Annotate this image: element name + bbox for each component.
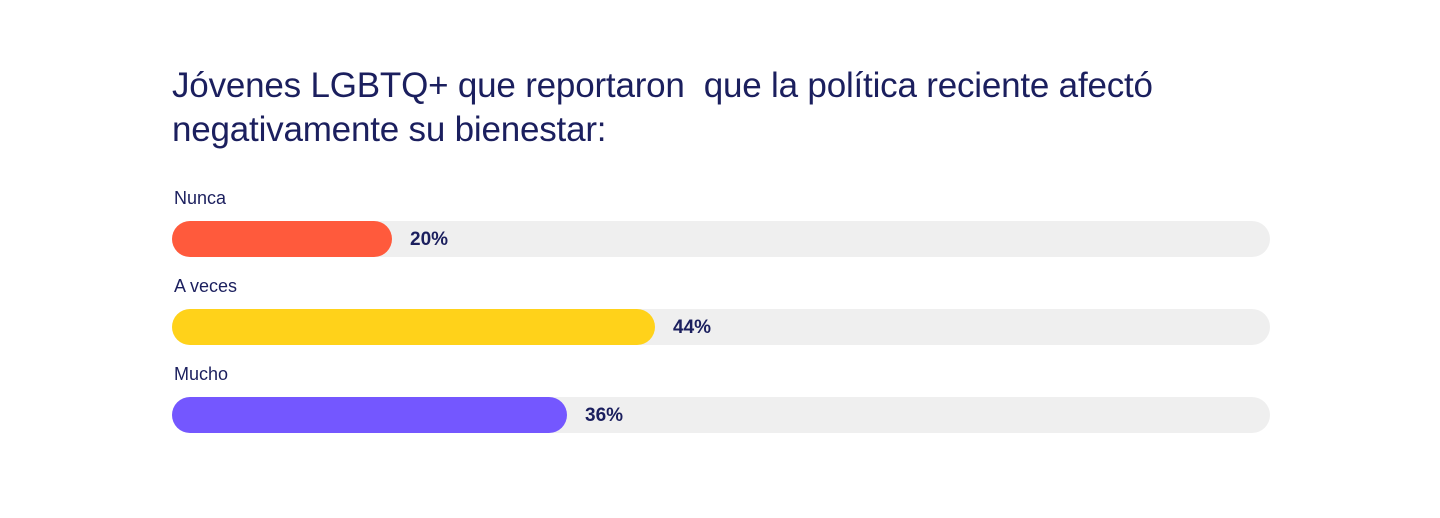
value-label: 20% bbox=[410, 229, 449, 250]
bar-row: A veces 44% bbox=[172, 272, 1270, 348]
bar-track bbox=[172, 397, 1270, 433]
category-label: A veces bbox=[174, 276, 238, 296]
bar-fill bbox=[172, 397, 567, 433]
bar-track bbox=[172, 309, 1270, 345]
bar-row: Nunca 20% bbox=[172, 184, 1270, 260]
category-label: Nunca bbox=[174, 188, 227, 208]
bar-row: Mucho 36% bbox=[172, 360, 1270, 436]
category-label: Mucho bbox=[174, 364, 229, 384]
bar-fill bbox=[172, 221, 392, 257]
bar-fill bbox=[172, 309, 655, 345]
value-label: 36% bbox=[585, 405, 624, 426]
value-label: 44% bbox=[673, 317, 712, 338]
chart-container: Jóvenes LGBTQ+ que reportaron que la pol… bbox=[172, 64, 1270, 433]
bar-track bbox=[172, 221, 1270, 257]
chart-title: Jóvenes LGBTQ+ que reportaron que la pol… bbox=[172, 66, 1163, 149]
